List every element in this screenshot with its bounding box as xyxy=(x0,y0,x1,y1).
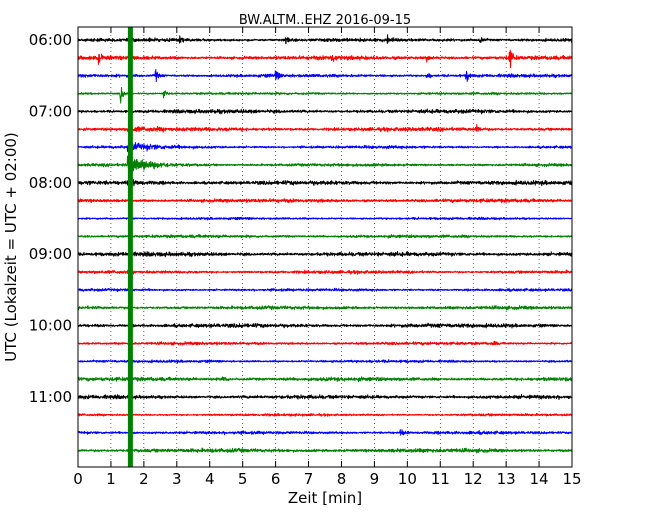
seismic-trace xyxy=(77,322,573,329)
seismic-trace xyxy=(77,49,573,69)
x-tick-label: 13 xyxy=(497,470,516,488)
seismic-trace xyxy=(77,216,573,221)
x-tick-label: 1 xyxy=(106,470,116,488)
seismic-trace xyxy=(77,108,573,115)
seismic-trace xyxy=(77,287,573,293)
seismic-trace xyxy=(77,179,573,187)
x-axis-label: Zeit [min] xyxy=(288,489,362,507)
x-tick-label: 0 xyxy=(73,470,83,488)
x-tick-label: 9 xyxy=(370,470,380,488)
x-tick-label: 14 xyxy=(530,470,549,488)
x-tick-label: 10 xyxy=(398,470,417,488)
seismic-trace xyxy=(77,412,573,417)
seismic-trace xyxy=(77,305,573,311)
trace-group xyxy=(77,27,573,467)
seismic-trace xyxy=(77,251,573,258)
seismic-trace xyxy=(77,340,573,346)
axis-ticks: 0 1 2 3 4 5 6 7 8 9 10 11 12 13 14 1506:0007:0008:0009:… xyxy=(29,27,582,488)
grid xyxy=(110,27,540,467)
chart-title: BW.ALTM..EHZ 2016-09-15 xyxy=(239,13,411,28)
seismic-trace xyxy=(77,155,573,172)
y-tick-label: 10:00 xyxy=(29,317,72,335)
y-tick-label: 11:00 xyxy=(29,388,72,406)
x-tick-label: 11 xyxy=(431,470,450,488)
seismic-trace xyxy=(77,234,573,239)
seismic-trace xyxy=(77,269,573,275)
x-tick-label: 15 xyxy=(562,470,581,488)
earthquake-coda xyxy=(127,153,157,175)
x-tick-label: 6 xyxy=(271,470,281,488)
seismic-trace xyxy=(77,447,573,454)
seismic-trace xyxy=(77,393,573,401)
x-tick-label: 12 xyxy=(464,470,483,488)
x-tick-label: 5 xyxy=(238,470,248,488)
x-tick-label: 7 xyxy=(304,470,314,488)
x-tick-label: 8 xyxy=(337,470,347,488)
seismic-trace xyxy=(77,429,573,436)
seismic-trace xyxy=(77,142,573,153)
seismic-trace xyxy=(77,376,573,383)
plot-frame xyxy=(77,26,573,468)
x-tick-label: 3 xyxy=(172,470,182,488)
y-axis-label: UTC (Lokalzeit = UTC + 02:00) xyxy=(2,132,20,362)
x-tick-label: 4 xyxy=(205,470,215,488)
y-tick-label: 06:00 xyxy=(29,31,72,49)
seismic-trace xyxy=(77,34,573,45)
y-tick-label: 07:00 xyxy=(29,102,72,120)
seismic-trace xyxy=(77,197,573,204)
seismic-trace xyxy=(77,69,573,83)
seismic-trace xyxy=(77,87,573,104)
seismic-trace xyxy=(77,359,573,364)
seismic-trace xyxy=(77,123,573,133)
y-tick-label: 08:00 xyxy=(29,174,72,192)
x-tick-label: 2 xyxy=(139,470,149,488)
y-tick-label: 09:00 xyxy=(29,245,72,263)
